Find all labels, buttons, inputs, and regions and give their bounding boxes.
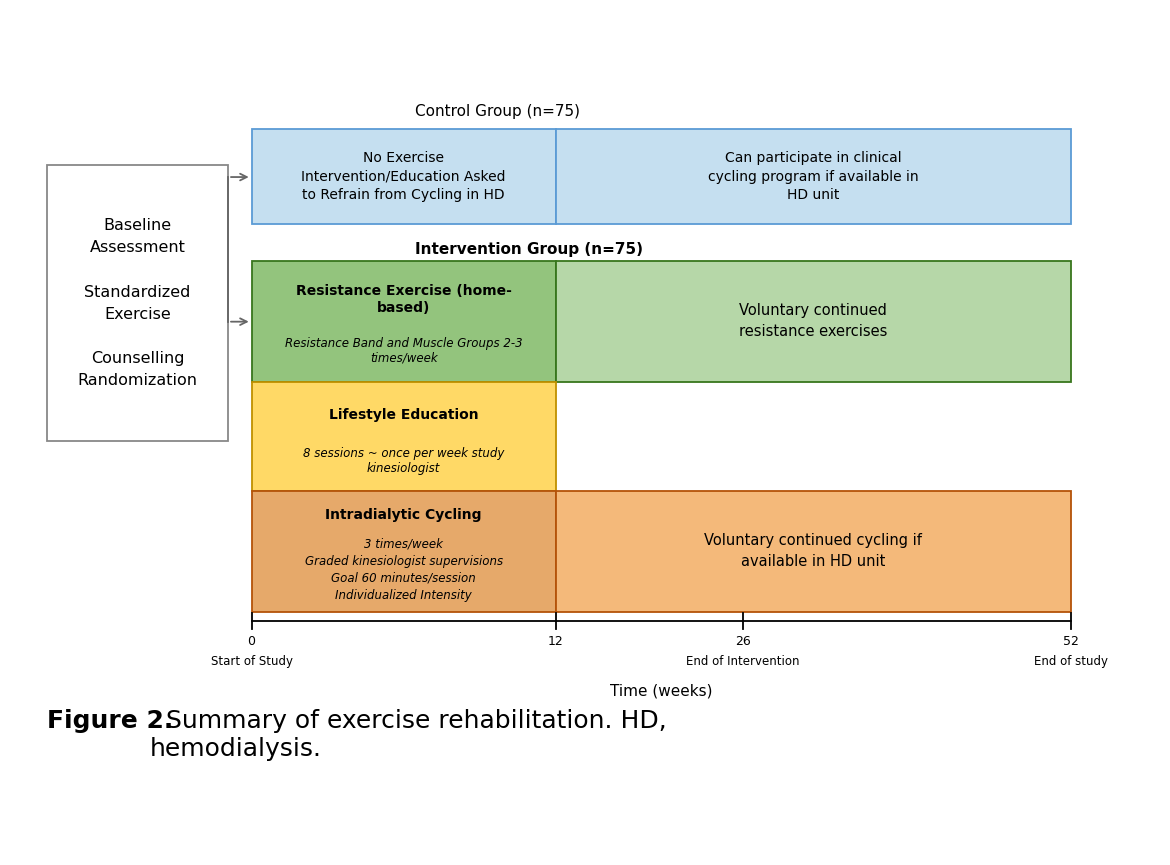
- Text: Intradialytic Cycling: Intradialytic Cycling: [325, 508, 482, 522]
- Text: Time (weeks): Time (weeks): [610, 683, 713, 698]
- Text: Can participate in clinical
cycling program if available in
HD unit: Can participate in clinical cycling prog…: [708, 151, 918, 202]
- Bar: [252, 382, 556, 490]
- Text: End of study: End of study: [1033, 655, 1108, 668]
- Bar: [556, 260, 1071, 382]
- Text: 52: 52: [1062, 635, 1079, 648]
- Text: Control Group (n=75): Control Group (n=75): [415, 104, 580, 119]
- Text: Start of Study: Start of Study: [211, 655, 292, 668]
- Text: Baseline
Assessment

Standardized
Exercise

Counselling
Randomization: Baseline Assessment Standardized Exercis…: [77, 218, 198, 388]
- Text: Voluntary continued cycling if
available in HD unit: Voluntary continued cycling if available…: [704, 534, 922, 569]
- Text: End of Intervention: End of Intervention: [686, 655, 800, 668]
- Bar: [556, 129, 1071, 224]
- Bar: [47, 165, 228, 441]
- Text: Resistance Exercise (home-
based): Resistance Exercise (home- based): [296, 285, 511, 315]
- Bar: [252, 490, 556, 612]
- Text: Figure 2.: Figure 2.: [47, 709, 173, 733]
- Bar: [252, 260, 556, 382]
- Text: Resistance Band and Muscle Groups 2-3
times/week: Resistance Band and Muscle Groups 2-3 ti…: [284, 336, 523, 364]
- Text: Intervention Group (n=75): Intervention Group (n=75): [415, 242, 644, 257]
- Text: Lifestyle Education: Lifestyle Education: [329, 407, 479, 422]
- Text: 12: 12: [548, 635, 564, 648]
- Text: 3 times/week
Graded kinesiologist supervisions
Goal 60 minutes/session
Individua: 3 times/week Graded kinesiologist superv…: [304, 538, 503, 602]
- Bar: [252, 129, 556, 224]
- Text: 0: 0: [248, 635, 255, 648]
- Text: 8 sessions ~ once per week study
kinesiologist: 8 sessions ~ once per week study kinesio…: [303, 447, 504, 476]
- Text: Voluntary continued
resistance exercises: Voluntary continued resistance exercises: [739, 304, 887, 339]
- Text: No Exercise
Intervention/Education Asked
to Refrain from Cycling in HD: No Exercise Intervention/Education Asked…: [302, 151, 505, 202]
- Text: 26: 26: [735, 635, 751, 648]
- Bar: [556, 490, 1071, 612]
- Text: Summary of exercise rehabilitation. HD,
hemodialysis.: Summary of exercise rehabilitation. HD, …: [150, 709, 667, 760]
